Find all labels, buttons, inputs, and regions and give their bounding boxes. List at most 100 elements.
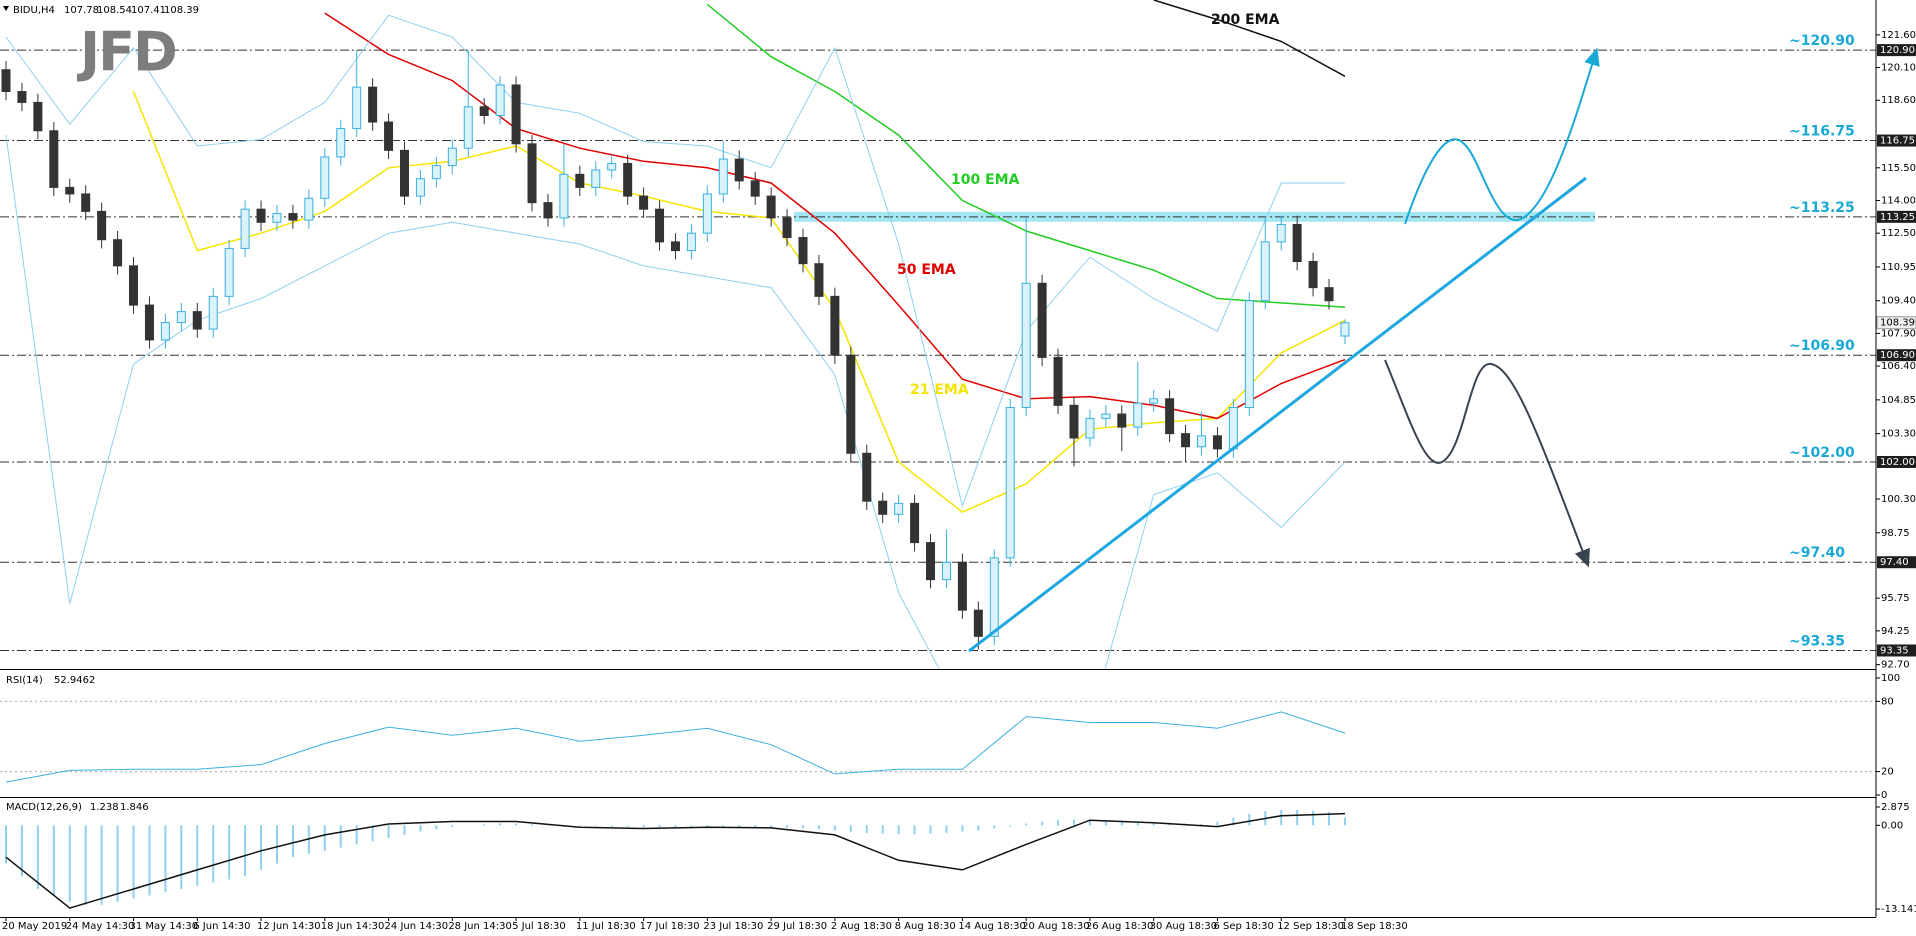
candle-body — [1260, 241, 1270, 302]
candle-body — [862, 452, 872, 502]
candle-body — [431, 165, 441, 180]
candle-body — [1, 69, 11, 93]
candle-body — [320, 156, 330, 199]
candle-body — [208, 295, 218, 330]
candle-body — [1117, 413, 1127, 428]
rsi-value: 52.9462 — [54, 675, 95, 686]
y-tick-label: 121.60 — [1881, 30, 1916, 41]
macd-line — [5, 812, 1346, 909]
candle-body — [1101, 413, 1111, 419]
candle-body — [384, 121, 394, 151]
level-label: ~113.25 — [1789, 200, 1855, 216]
high: 108.54 — [97, 5, 132, 16]
x-tick-label: 29 Jul 18:30 — [767, 921, 827, 932]
level-axis-label: 102.00 — [1880, 457, 1915, 468]
candle-body — [129, 265, 139, 306]
candle-body — [176, 311, 186, 324]
level-label: ~93.35 — [1789, 633, 1845, 649]
x-tick-label: 18 Sep 18:30 — [1341, 921, 1408, 932]
y-tick-label: 120.10 — [1881, 63, 1916, 74]
x-tick-label: 11 Jul 18:30 — [576, 921, 636, 932]
candle-body — [1340, 322, 1350, 337]
rsi-tick-label: 20 — [1881, 767, 1894, 778]
candle-body — [607, 162, 617, 171]
rsi-tick-label: 0 — [1881, 790, 1887, 801]
candle-body — [989, 557, 999, 637]
candle-body — [256, 208, 266, 223]
candle-body — [1165, 398, 1175, 435]
candle-body — [957, 561, 967, 611]
x-tick-label: 23 Jul 18:30 — [703, 921, 763, 932]
x-tick-label: 2 Aug 18:30 — [831, 921, 892, 932]
candle-body — [623, 162, 633, 197]
x-tick-label: 20 May 2019 — [2, 921, 67, 932]
candle-body — [830, 295, 840, 356]
macd-pane — [5, 810, 1346, 909]
x-tick-label: 14 Aug 18:30 — [958, 921, 1025, 932]
candle-body — [352, 86, 362, 130]
candle-body — [1021, 282, 1031, 409]
candle-body — [65, 186, 75, 195]
x-tick-label: 8 Aug 18:30 — [895, 921, 956, 932]
low: 107.41 — [131, 5, 166, 16]
y-tick-label: 114.00 — [1881, 195, 1916, 206]
candle-body — [1149, 398, 1159, 404]
ema-line — [1153, 0, 1346, 77]
x-tick-label: 12 Jun 14:30 — [257, 921, 321, 932]
x-tick-label: 6 Sep 18:30 — [1213, 921, 1273, 932]
candle-body — [49, 130, 59, 188]
candle-body — [1212, 435, 1222, 450]
y-tick-label: 106.40 — [1881, 361, 1916, 372]
candle-body — [894, 502, 904, 515]
level-label: ~116.75 — [1789, 124, 1855, 140]
close: 108.39 — [164, 5, 199, 16]
level-axis-label: 106.90 — [1880, 350, 1915, 361]
candle-body — [543, 202, 553, 219]
bollinger-band — [5, 135, 1346, 669]
header: BIDU,H4 107.78 108.54 107.41 108.39 JFD … — [3, 5, 199, 813]
candle-body — [734, 158, 744, 182]
candle-body — [750, 180, 760, 197]
candle-body — [113, 239, 123, 267]
candle-body — [910, 502, 920, 544]
level-box — [1877, 644, 1916, 657]
candle-body — [415, 178, 425, 197]
x-tick-label: 26 Aug 18:30 — [1086, 921, 1153, 932]
candle-body — [1324, 287, 1334, 302]
y-tick-label: 107.90 — [1881, 328, 1916, 339]
ema-line — [132, 91, 1346, 513]
open: 107.78 — [64, 5, 99, 16]
candle-body — [1037, 282, 1047, 358]
ema-label: 21 EMA — [910, 382, 969, 398]
candle-body — [1197, 435, 1206, 448]
macd-tick-label: -13.141 — [1881, 904, 1916, 915]
drawings — [968, 47, 1600, 653]
candle-body — [240, 208, 250, 249]
candle-body — [878, 500, 888, 515]
candle-body — [798, 237, 808, 265]
candle-body — [97, 210, 107, 241]
y-tick-label: 94.25 — [1881, 626, 1910, 637]
rsi-title: RSI(14) — [6, 675, 43, 686]
level-box — [1877, 134, 1916, 147]
symbol: BIDU,H4 — [13, 5, 55, 16]
logo: JFD — [76, 21, 176, 84]
level-label: ~102.00 — [1789, 445, 1855, 461]
candle-body — [224, 247, 234, 297]
candle-body — [814, 263, 824, 297]
x-tick-label: 31 May 14:30 — [130, 921, 199, 932]
candle-body — [192, 311, 202, 330]
macd-tick-label: 2.875 — [1881, 802, 1910, 813]
candle-body — [702, 193, 712, 234]
candle-body — [304, 197, 314, 221]
candle-body — [718, 158, 728, 195]
x-tick-label: 12 Sep 18:30 — [1277, 921, 1344, 932]
candle-body — [670, 241, 680, 252]
x-tick-label: 30 Aug 18:30 — [1150, 921, 1217, 932]
y-tick-label: 95.75 — [1881, 593, 1910, 604]
rsi-tick-label: 80 — [1881, 696, 1894, 707]
macd-line-value: 1.846 — [120, 802, 149, 813]
price-box — [1876, 316, 1916, 330]
